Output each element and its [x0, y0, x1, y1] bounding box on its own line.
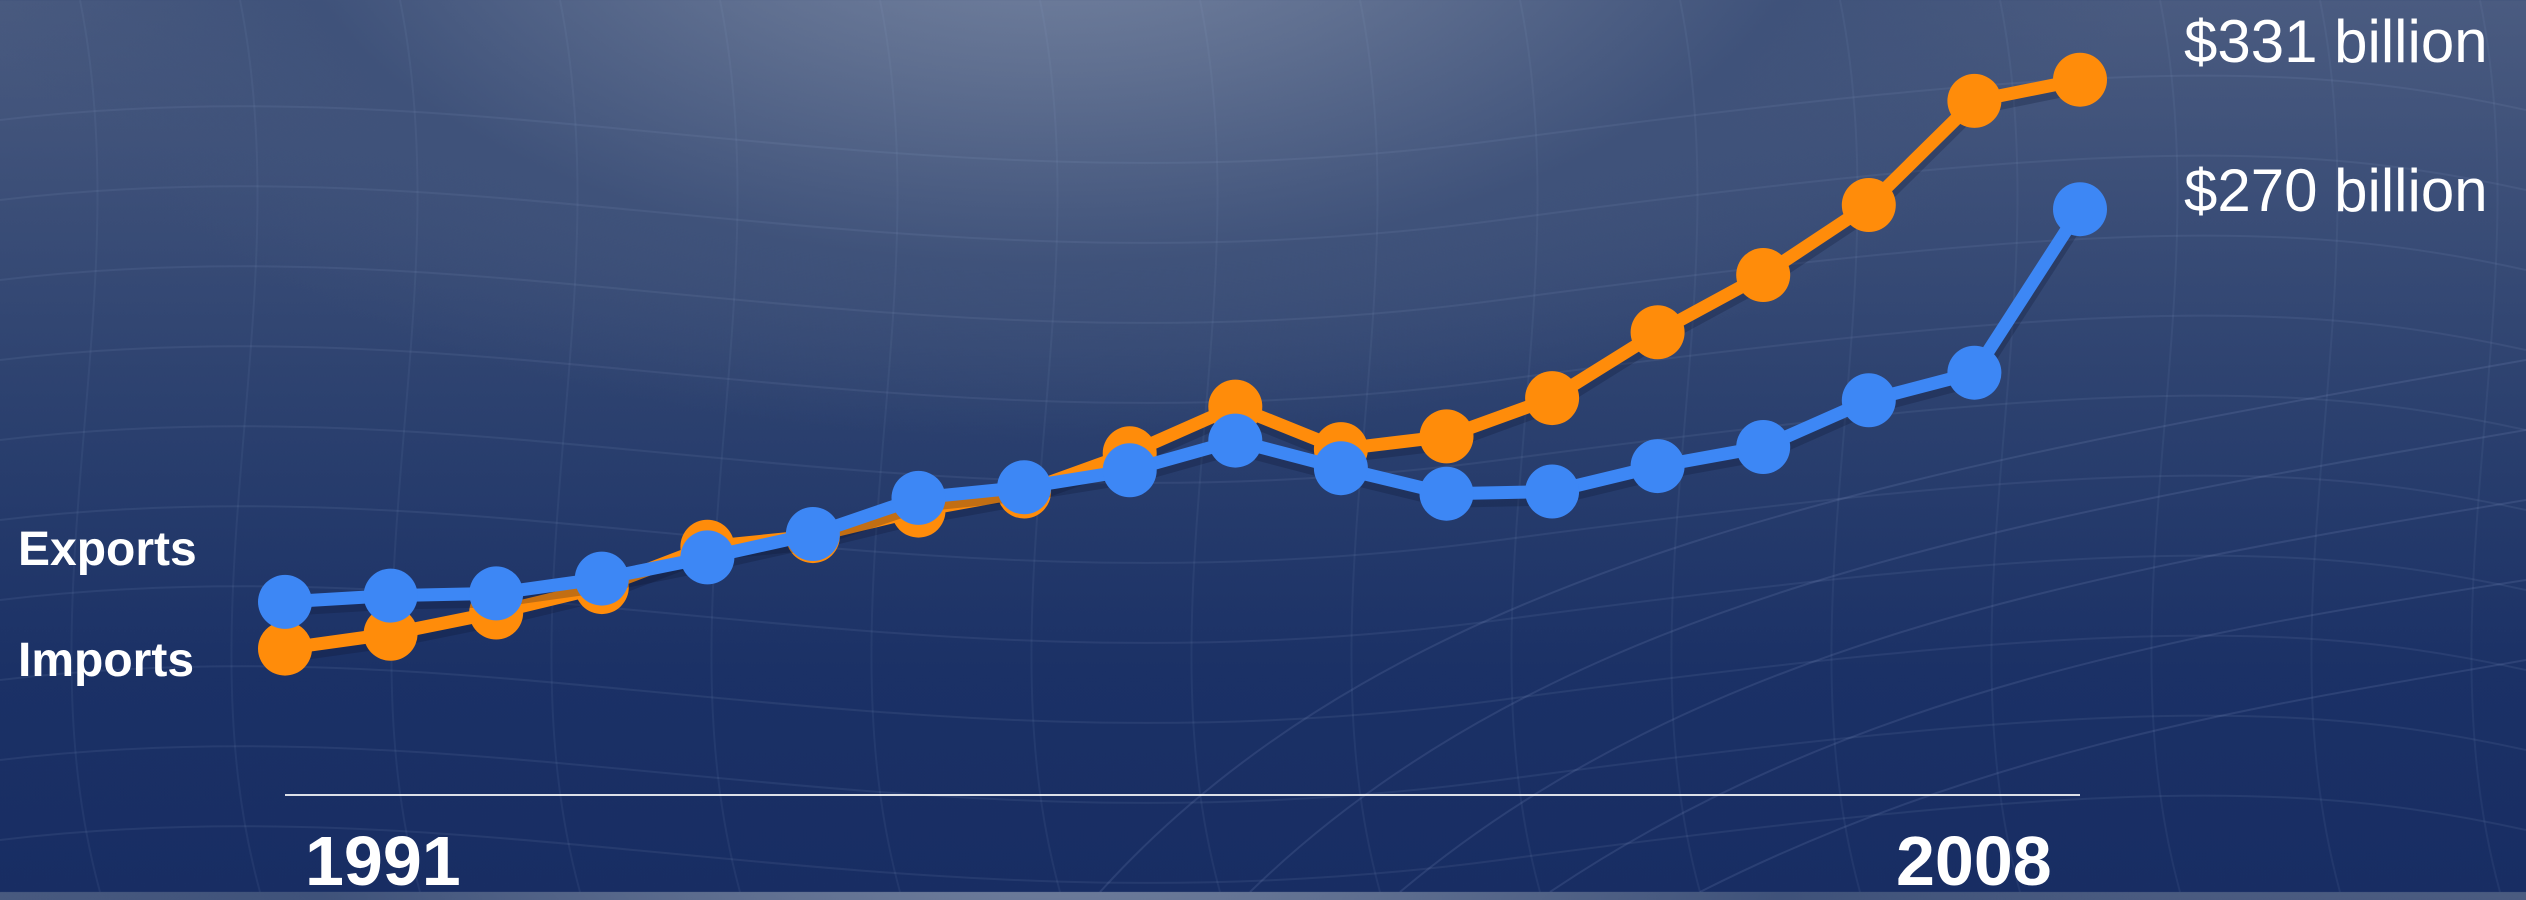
data-point-imports-2002 [1419, 409, 1474, 464]
data-point-imports-2005 [1736, 248, 1791, 302]
data-point-exports-1997 [891, 470, 946, 525]
data-point-exports-1992 [363, 568, 418, 623]
data-point-imports-2007 [1947, 73, 2002, 128]
series-line-exports [278, 202, 2087, 609]
series-label-imports: Imports [18, 634, 195, 687]
data-point-exports-1995 [680, 530, 735, 585]
end-value-label-imports: $331 billion [2184, 8, 2488, 75]
data-point-exports-2002 [1419, 466, 1474, 521]
data-point-imports-2006 [1841, 178, 1896, 232]
data-point-imports-2004 [1630, 305, 1685, 360]
data-point-imports-1991 [258, 621, 312, 676]
x-tick-label-start: 1991 [305, 822, 461, 900]
series-line-imports [278, 73, 2087, 656]
series-line-shadow-exports [284, 209, 2088, 616]
data-point-exports-1994 [574, 551, 629, 606]
x-tick-label-end: 2008 [1896, 822, 2052, 900]
data-point-exports-2006 [1841, 373, 1896, 428]
end-value-label-exports: $270 billion [2184, 157, 2488, 224]
data-point-exports-1991 [258, 574, 312, 629]
series-line-shadow-imports [283, 75, 2082, 663]
data-point-exports-2005 [1736, 420, 1791, 474]
data-point-imports-2008 [2053, 52, 2107, 107]
data-point-exports-1998 [997, 460, 1052, 515]
data-point-exports-2001 [1313, 441, 1368, 496]
data-point-imports-1992 [363, 606, 418, 661]
series-label-exports: Exports [18, 523, 197, 576]
data-point-exports-1996 [785, 507, 840, 561]
data-point-exports-2004 [1630, 439, 1685, 494]
data-point-exports-1993 [469, 566, 524, 621]
data-point-exports-2007 [1947, 345, 2002, 400]
data-point-exports-2000 [1208, 413, 1263, 468]
data-point-exports-2008 [2053, 182, 2107, 237]
series-exports [258, 182, 2107, 629]
data-point-exports-1999 [1102, 443, 1157, 498]
data-point-imports-2003 [1525, 371, 1580, 426]
data-point-exports-2003 [1525, 464, 1580, 519]
